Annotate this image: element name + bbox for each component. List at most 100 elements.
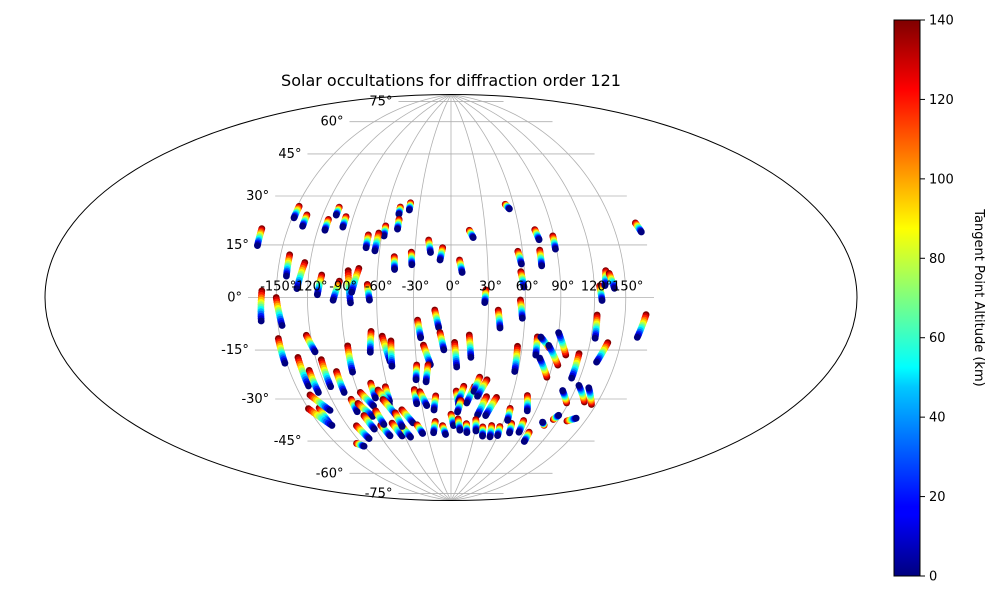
occultation-track — [454, 397, 465, 416]
occultation-point — [515, 428, 523, 436]
occultation-track — [313, 271, 326, 299]
lon-tick-label: -60° — [365, 280, 393, 295]
occultation-point — [442, 431, 449, 438]
colorbar-tick-label: 140 — [929, 14, 954, 29]
occultation-track — [463, 420, 471, 437]
occultation-track — [436, 329, 448, 354]
colorbar-tick-label: 0 — [929, 570, 937, 585]
occultation-point — [417, 334, 425, 342]
occultation-track — [410, 386, 421, 408]
occultation-track — [414, 316, 425, 342]
lat-tick-label: -30° — [241, 392, 269, 407]
occultation-point — [520, 438, 528, 445]
colorbar-tick-label: 40 — [929, 411, 946, 426]
occultation-point — [423, 402, 431, 409]
occultation-point — [430, 429, 437, 437]
occultation-point — [388, 362, 396, 370]
occultation-track — [329, 277, 343, 304]
occultation-point — [427, 249, 434, 256]
occultation-track — [405, 199, 414, 214]
occultation-track — [353, 422, 373, 443]
occultation-point — [555, 329, 563, 337]
occultation-track — [416, 388, 431, 409]
occultation-track — [317, 356, 335, 391]
occultation-point — [408, 261, 416, 269]
occultation-point — [456, 426, 464, 434]
occultation-point — [257, 317, 265, 325]
occultation-point — [585, 384, 593, 392]
occultation-track — [631, 219, 645, 236]
occultation-track — [481, 286, 490, 306]
occultation-track — [339, 213, 350, 231]
occultation-point — [463, 399, 471, 407]
occultation-track — [520, 428, 533, 445]
occultation-point — [254, 242, 261, 250]
occultation-point — [413, 400, 421, 408]
occultation-point — [398, 432, 406, 440]
occultation-point — [458, 269, 466, 276]
occultation-point — [539, 418, 546, 426]
occultation-track — [517, 268, 528, 291]
occultation-track — [390, 253, 398, 273]
occultation-track — [575, 381, 588, 406]
occultation-point — [430, 406, 438, 414]
occultation-point — [395, 210, 403, 218]
lat-tick-label: -75° — [365, 487, 393, 502]
occultation-point — [348, 288, 356, 296]
colorbar-ticks: 0 20 40 60 80 100 120 140 — [920, 14, 954, 585]
occultation-points — [254, 199, 650, 450]
occultation-point — [315, 389, 322, 396]
occultation-track — [380, 222, 390, 240]
occultation-track — [302, 331, 319, 356]
occultation-point — [506, 205, 513, 213]
occultation-point — [419, 430, 427, 437]
occultation-track — [430, 417, 439, 437]
occultation-track — [294, 353, 312, 390]
occultation-point — [339, 223, 347, 231]
occultation-track — [511, 342, 521, 375]
occultation-point — [472, 427, 480, 435]
occultation-point — [366, 348, 374, 356]
occultation-point — [386, 432, 394, 440]
occultation-track — [501, 200, 513, 213]
occultation-track — [465, 226, 477, 242]
occultation-point — [481, 299, 489, 306]
occultation-track — [413, 421, 427, 437]
occultation-track — [436, 244, 447, 264]
lat-tick-label: -45° — [274, 434, 302, 449]
lon-tick-label: 150° — [612, 280, 643, 295]
occultation-track — [366, 327, 375, 356]
occultation-track — [515, 417, 528, 436]
occultation-point — [598, 297, 606, 304]
occultation-point — [474, 392, 481, 400]
occultation-point — [311, 348, 319, 356]
occultation-track — [272, 294, 286, 329]
occultation-point — [360, 442, 368, 450]
occultation-track — [299, 211, 311, 230]
occultation-point — [440, 346, 448, 354]
occultation-track — [555, 329, 570, 359]
occultation-track — [254, 225, 266, 250]
occultation-track — [360, 412, 378, 433]
occultation-track — [479, 423, 487, 440]
occultation-point — [496, 324, 504, 332]
occultation-track — [605, 270, 618, 292]
lon-tick-label: 30° — [479, 280, 502, 295]
occultation-track — [559, 387, 571, 407]
occultation-track — [394, 215, 403, 233]
occultation-point — [353, 408, 361, 416]
occultation-track — [290, 202, 303, 222]
occultation-point — [340, 389, 348, 396]
occultation-point — [637, 228, 645, 236]
lon-tick-label: -90° — [329, 280, 357, 295]
occultation-point — [450, 422, 457, 430]
occultation-track — [344, 342, 356, 376]
occultation-point — [572, 414, 580, 422]
occultation-point — [305, 382, 312, 390]
occultation-point — [366, 296, 373, 304]
occultation-point — [372, 394, 379, 402]
occultation-point — [552, 245, 559, 253]
occultation-point — [559, 387, 567, 394]
occultation-point — [504, 416, 511, 424]
occultation-track — [596, 282, 606, 304]
